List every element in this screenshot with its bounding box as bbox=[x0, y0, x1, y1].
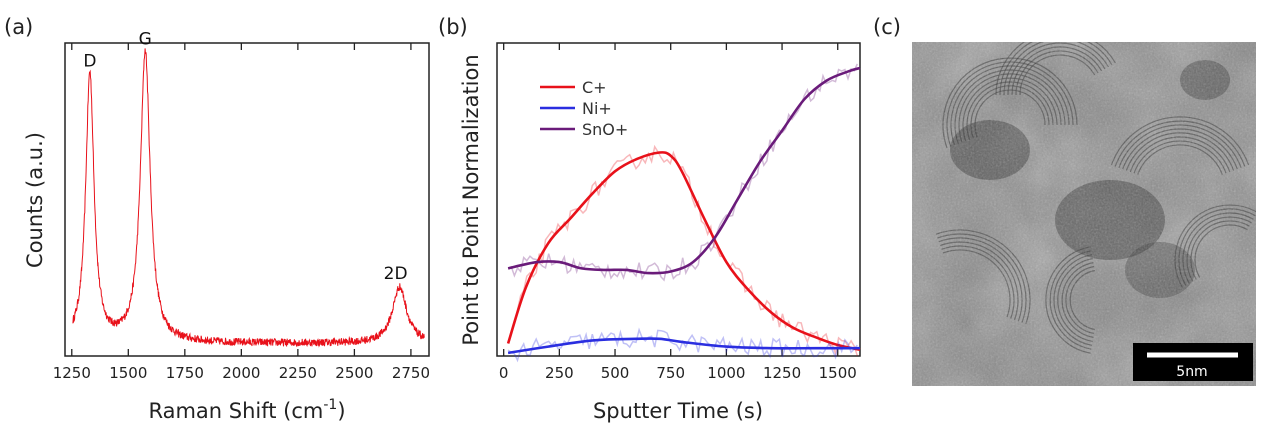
x-tick-label-b-1: 250 bbox=[545, 364, 574, 382]
x-tick-label-a-5: 2500 bbox=[335, 364, 373, 382]
y-axis-title-b: Point to Point Normalization bbox=[459, 54, 483, 345]
series-line-1 bbox=[507, 337, 860, 355]
plot-frame-a bbox=[64, 42, 430, 357]
panel-label-a: (a) bbox=[4, 15, 33, 39]
legend-label-1: Ni+ bbox=[582, 99, 612, 118]
peak-label-2D: 2D bbox=[384, 264, 408, 284]
scale-bar-box bbox=[1133, 343, 1253, 381]
x-tick-label-a-0: 1250 bbox=[53, 364, 91, 382]
x-axis-title-a: Raman Shift (cm-1) bbox=[148, 397, 345, 423]
series-line-2 bbox=[507, 66, 861, 275]
tem-image: 5nm bbox=[912, 42, 1256, 386]
x-tick-label-b-4: 1000 bbox=[707, 364, 745, 382]
plot-frame-b bbox=[496, 42, 861, 357]
peak-label-G: G bbox=[139, 29, 152, 49]
x-tick-label-b-3: 750 bbox=[656, 364, 685, 382]
x-tick-label-a-3: 2000 bbox=[222, 364, 260, 382]
x-tick-label-a-2: 1750 bbox=[166, 364, 204, 382]
raman-spectrum-line bbox=[72, 48, 425, 348]
y-axis-title-a: Counts (a.u.) bbox=[23, 132, 47, 268]
depth-profile-chart: 0 250 500 750 1000 1250 1500 C+ Ni+ SnO+ Point t… bbox=[459, 42, 861, 423]
panel-label-c: (c) bbox=[873, 15, 901, 39]
legend-label-2: SnO+ bbox=[582, 120, 628, 139]
x-tick-label-b-6: 1500 bbox=[819, 364, 857, 382]
series-line-0 bbox=[506, 151, 861, 351]
peak-label-D: D bbox=[83, 51, 96, 71]
x-axis-title-b: Sputter Time (s) bbox=[593, 399, 763, 423]
x-tick-label-a-1: 1500 bbox=[109, 364, 147, 382]
raw-trace-2 bbox=[507, 63, 858, 282]
x-tick-label-b-2: 500 bbox=[601, 364, 630, 382]
panel-label-b: (b) bbox=[438, 15, 468, 39]
raman-spectrum-chart: 1250 1500 1750 2000 2250 2500 2750 D G 2D Counts… bbox=[23, 29, 430, 423]
x-tick-label-a-6: 2750 bbox=[392, 364, 430, 382]
x-tick-label-b-5: 1250 bbox=[763, 364, 801, 382]
x-tick-label-a-4: 2250 bbox=[279, 364, 317, 382]
x-tick-label-b-0: 0 bbox=[499, 364, 509, 382]
legend-label-0: C+ bbox=[582, 78, 607, 97]
raw-trace-0 bbox=[507, 144, 859, 356]
scale-bar-label: 5nm bbox=[1176, 364, 1207, 380]
